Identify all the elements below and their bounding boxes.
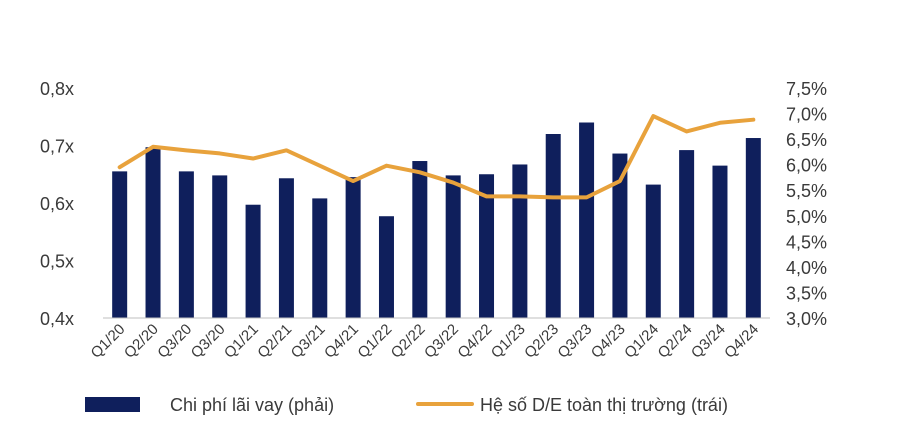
- bar: [645, 184, 661, 318]
- x-tick-label: Q4/23: [588, 321, 629, 362]
- bar: [512, 164, 528, 318]
- left-tick-label: 0,5x: [40, 252, 74, 272]
- right-tick-label: 3,5%: [786, 283, 827, 303]
- bar: [245, 204, 261, 318]
- x-tick-label: Q1/24: [621, 321, 662, 362]
- legend-bar-swatch: [85, 397, 140, 412]
- x-tick-label: Q1/22: [354, 321, 395, 362]
- bar: [745, 138, 761, 318]
- legend-bar-label: Chi phí lãi vay (phải): [170, 395, 334, 415]
- x-tick-label: Q3/20: [154, 321, 195, 362]
- bar: [612, 153, 628, 318]
- line-series-path: [117, 114, 756, 200]
- x-tick-label: Q2/23: [521, 321, 562, 362]
- right-tick-label: 4,5%: [786, 232, 827, 252]
- right-tick-label: 3,0%: [786, 309, 827, 329]
- bar: [378, 216, 394, 318]
- x-tick-label: Q4/24: [721, 321, 762, 362]
- bar: [278, 178, 294, 318]
- x-tick-label: Q2/24: [655, 321, 696, 362]
- bar: [712, 165, 728, 318]
- left-axis-ticks: 0,8x 0,7x 0,6x 0,5x 0,4x: [40, 79, 74, 329]
- x-tick-label: Q1/21: [221, 321, 262, 362]
- x-tick-label: Q3/22: [421, 321, 462, 362]
- left-tick-label: 0,6x: [40, 194, 74, 214]
- x-tick-label: Q3/23: [554, 321, 595, 362]
- bar: [178, 171, 194, 318]
- line-series: [117, 114, 756, 200]
- bar: [345, 177, 361, 318]
- legend-line-label: Hệ số D/E toàn thị trường (trái): [480, 395, 728, 415]
- bar: [679, 150, 695, 318]
- x-tick-label: Q3/20: [188, 321, 229, 362]
- bar: [445, 175, 461, 318]
- x-tick-label: Q4/21: [321, 321, 362, 362]
- x-tick-label: Q1/23: [488, 321, 529, 362]
- right-tick-label: 4,0%: [786, 258, 827, 278]
- right-tick-label: 7,5%: [786, 79, 827, 99]
- left-tick-label: 0,7x: [40, 137, 74, 157]
- bar: [479, 174, 495, 318]
- bar-series: [112, 122, 761, 318]
- right-axis-ticks: 7,5% 7,0% 6,5% 6,0% 5,5% 5,0% 4,5% 4,0% 3,5% 3,0%: [786, 79, 827, 329]
- right-tick-label: 7,0%: [786, 105, 827, 125]
- left-tick-label: 0,4x: [40, 309, 74, 329]
- bar: [545, 134, 561, 318]
- right-tick-label: 6,5%: [786, 130, 827, 150]
- right-tick-label: 5,0%: [786, 207, 827, 227]
- bar: [579, 122, 595, 318]
- right-tick-label: 5,5%: [786, 181, 827, 201]
- x-tick-label: Q1/20: [88, 321, 129, 362]
- x-tick-label: Q3/21: [288, 321, 329, 362]
- bar: [212, 175, 228, 318]
- bar: [145, 147, 161, 318]
- x-tick-label: Q3/24: [688, 321, 729, 362]
- bar: [412, 161, 428, 318]
- x-axis-ticks: Q1/20Q2/20Q3/20Q3/20Q1/21Q2/21Q3/21Q4/21…: [88, 321, 763, 362]
- x-tick-label: Q4/22: [454, 321, 495, 362]
- x-tick-label: Q2/20: [121, 321, 162, 362]
- bar: [312, 198, 328, 318]
- right-tick-label: 6,0%: [786, 156, 827, 176]
- x-tick-label: Q2/21: [254, 321, 295, 362]
- legend: Chi phí lãi vay (phải) Hệ số D/E toàn th…: [85, 395, 728, 415]
- bar: [112, 171, 128, 318]
- left-tick-label: 0,8x: [40, 79, 74, 99]
- x-tick-label: Q2/22: [388, 321, 429, 362]
